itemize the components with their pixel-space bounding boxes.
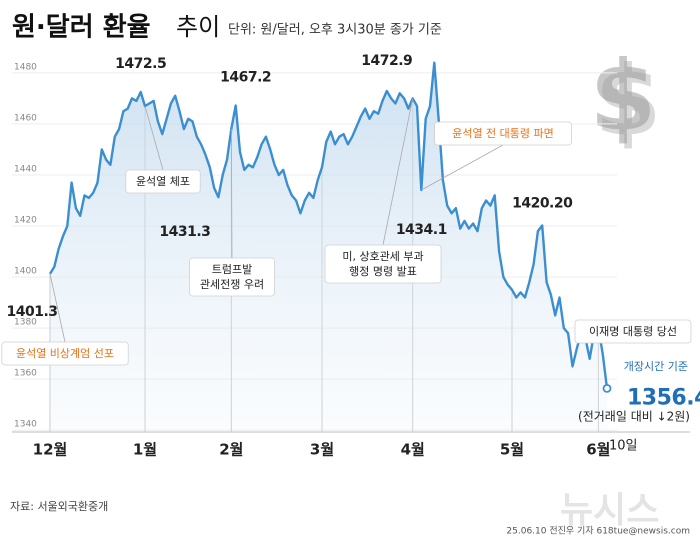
annotation-text: 이재명 대통령 당선 bbox=[589, 325, 677, 338]
y-tick-label: 1400 bbox=[14, 267, 37, 277]
x-tick-label: 3월 bbox=[310, 441, 334, 459]
annotation-text: 윤석열 체포 bbox=[136, 175, 190, 188]
value-label: 1434.1 bbox=[396, 222, 447, 238]
x-tick-label: 4월 bbox=[401, 441, 425, 459]
last-note: 개장시간 기준 bbox=[624, 360, 688, 373]
credit: 25.06.10 전진우 기자 618tue@newsis.com bbox=[506, 526, 690, 537]
y-tick-label: 1380 bbox=[14, 318, 37, 328]
value-label: 1472.5 bbox=[115, 56, 166, 72]
value-label: 1431.3 bbox=[159, 224, 210, 240]
dollar-icon: $ $ bbox=[590, 40, 662, 157]
annotation: 윤석열 비상계엄 선포 bbox=[1, 273, 129, 366]
annotation-text: 행정 명령 발표 bbox=[349, 265, 417, 278]
svg-text:$: $ bbox=[590, 40, 657, 152]
annotation-text: 윤석열 전 대통령 파면 bbox=[452, 127, 554, 140]
y-tick-label: 1480 bbox=[14, 62, 37, 72]
y-tick-label: 1340 bbox=[14, 420, 37, 430]
annotation-text: 관세전쟁 우려 bbox=[200, 278, 264, 291]
value-label: 1401.3 bbox=[6, 304, 57, 320]
annotation-box bbox=[125, 169, 201, 194]
y-tick-label: 1440 bbox=[14, 164, 37, 174]
chart-title: 원·달러 환율 bbox=[12, 13, 151, 43]
annotation: 윤석열 전 대통령 파면 bbox=[421, 121, 572, 191]
x-tick-label: 5월 bbox=[500, 441, 524, 459]
annotation-leader bbox=[382, 98, 414, 246]
y-tick-label: 1460 bbox=[14, 113, 37, 123]
x-tick-label: 2월 bbox=[219, 441, 243, 459]
watermark: 뉴시스 bbox=[560, 490, 659, 531]
annotation-box bbox=[324, 244, 442, 284]
annotation: 윤석열 체포 bbox=[125, 105, 201, 194]
y-tick-label: 1420 bbox=[14, 216, 37, 226]
annotation-box bbox=[1, 341, 129, 366]
chart-title-suffix: 추이 bbox=[176, 13, 220, 41]
annotation-leader bbox=[230, 129, 233, 259]
source: 자료: 서울외국환중개 bbox=[10, 500, 108, 513]
annotation-leader bbox=[144, 105, 164, 171]
subtitle: 단위: 원/달러, 오후 3시30분 종가 기준 bbox=[228, 23, 442, 38]
change-note: (전거래일 대비 ↓2원) bbox=[578, 410, 690, 424]
svg-text:$: $ bbox=[595, 45, 662, 157]
annotation-leader bbox=[421, 144, 504, 191]
x-tick-label: 12월 bbox=[33, 441, 68, 459]
annotation-leader bbox=[49, 273, 66, 343]
x-tick-label: 6월 bbox=[586, 441, 610, 459]
value-label: 1472.9 bbox=[361, 53, 412, 69]
annotation-box bbox=[189, 257, 275, 297]
end-point bbox=[602, 383, 612, 393]
value-label: 1356.4 bbox=[627, 385, 700, 410]
value-label: 1420.20 bbox=[512, 196, 573, 212]
value-label: 1467.2 bbox=[220, 70, 271, 86]
line bbox=[48, 61, 609, 389]
y-tick-label: 1360 bbox=[14, 369, 37, 379]
annotation-box bbox=[434, 121, 572, 146]
x-tick-label: 1월 bbox=[133, 441, 157, 459]
annotation: 이재명 대통령 당선 bbox=[574, 319, 692, 344]
annotation-text: 윤석열 비상계엄 선포 bbox=[16, 347, 114, 360]
annotation-text: 미, 상호관세 부과 bbox=[342, 250, 423, 263]
annotation-text: 트럼프발 bbox=[212, 263, 252, 276]
annotation-box bbox=[574, 319, 692, 344]
x-tick-label: 10일 bbox=[609, 439, 638, 454]
